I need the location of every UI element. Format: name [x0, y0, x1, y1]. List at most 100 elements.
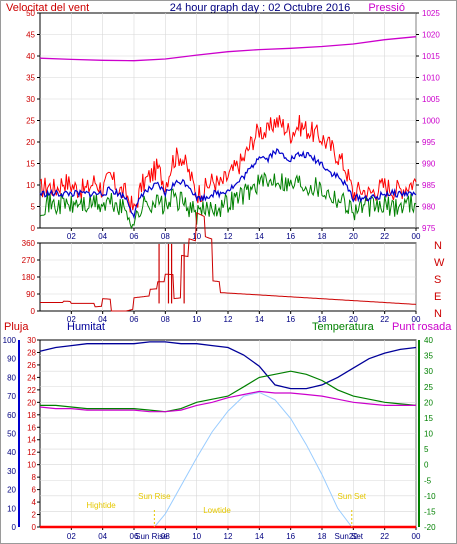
humidity-ytick-label: 90	[7, 355, 16, 364]
wind-ytick-label: 0	[31, 224, 36, 233]
pressure-ytick-label: 1020	[422, 31, 440, 40]
sunrise-annotation: Sun Rise	[138, 492, 171, 501]
pressure-ytick-label: 995	[422, 138, 436, 147]
wind-xtick-label: 18	[318, 232, 327, 241]
rain-ytick-label: 28	[27, 348, 36, 357]
wind-ytick-label: 25	[26, 117, 35, 126]
pressure-ytick-label: 1000	[422, 117, 440, 126]
rain-label: Pluja	[4, 321, 29, 333]
sun-elevation-curve	[154, 391, 353, 528]
pressure-ytick-label: 1010	[422, 74, 440, 83]
temperature-label: Temperatura	[312, 321, 375, 333]
rain-ytick-label: 30	[27, 336, 36, 345]
compass-label: N	[434, 240, 442, 252]
humidity-ytick-label: 40	[7, 448, 16, 457]
humidity-ytick-label: 60	[7, 411, 16, 420]
wind-ytick-label: 30	[26, 95, 35, 104]
temperature-ytick-label: -10	[424, 492, 436, 501]
climate-xtick-label: 14	[255, 532, 264, 541]
direction-xtick-label: 20	[349, 315, 358, 324]
climate-xtick-label: 16	[286, 532, 295, 541]
direction-xtick-label: 12	[224, 315, 233, 324]
temperature-ytick-label: 15	[424, 414, 433, 423]
wind-xtick-label: 00	[412, 232, 421, 241]
temperature-ytick-label: 20	[424, 398, 433, 407]
wind-xtick-label: 10	[192, 232, 201, 241]
sunrise-axis-label: Sun Rise	[135, 532, 168, 541]
wind-label: Velocitat del vent	[6, 2, 89, 14]
rain-ytick-label: 6	[32, 486, 37, 495]
sunset-annotation: Sun Set	[338, 492, 367, 501]
climate-xtick-label: 18	[318, 532, 327, 541]
direction-ytick-label: 360	[22, 239, 36, 248]
rain-ytick-label: 14	[27, 436, 36, 445]
rain-ytick-label: 0	[32, 523, 37, 532]
direction-xtick-label: 02	[67, 315, 76, 324]
chart-title: 24 hour graph day : 02 Octubre 2016	[170, 2, 350, 14]
pressure-line	[39, 36, 417, 62]
temperature-ytick-label: 35	[424, 352, 433, 361]
climate-xtick-label: 08	[161, 532, 170, 541]
rain-ytick-label: 12	[27, 448, 36, 457]
pressure-ytick-label: 975	[422, 224, 436, 233]
wind-ytick-label: 20	[26, 138, 35, 147]
wind-xtick-label: 02	[67, 232, 76, 241]
dew-label: Punt rosada	[392, 321, 452, 333]
wind-xtick-label: 08	[161, 232, 170, 241]
compass-label: E	[434, 291, 441, 303]
direction-ytick-label: 270	[22, 256, 36, 265]
humidity-label: Humitat	[67, 321, 105, 333]
humidity-ytick-label: 70	[7, 392, 16, 401]
climate-xtick-label: 04	[98, 532, 107, 541]
humidity-axis-bar	[18, 340, 20, 527]
rain-ytick-label: 18	[27, 411, 36, 420]
direction-trace	[40, 212, 417, 312]
temperature-ytick-label: -15	[424, 507, 436, 516]
temperature-ytick-label: 10	[424, 430, 433, 439]
pressure-ytick-label: 1025	[422, 9, 440, 18]
humidity-ytick-label: 20	[7, 486, 16, 495]
climate-xtick-label: 02	[67, 532, 76, 541]
rain-ytick-label: 20	[27, 398, 36, 407]
wind-ytick-label: 45	[26, 31, 35, 40]
wind-ytick-label: 5	[31, 203, 36, 212]
humidity-ytick-label: 50	[7, 430, 16, 439]
climate-xtick-label: 00	[412, 532, 421, 541]
temperature-ytick-label: -20	[424, 523, 436, 532]
direction-ytick-label: 0	[31, 307, 36, 316]
rain-ytick-label: 2	[32, 511, 37, 520]
lowtide-annotation: Lowtide	[203, 506, 231, 515]
wind-average-line	[39, 147, 417, 220]
sunset-axis-label: Sun Set	[335, 532, 364, 541]
wind-ytick-label: 35	[26, 74, 35, 83]
wind-xtick-label: 14	[255, 232, 264, 241]
wind-xtick-label: 12	[224, 232, 233, 241]
direction-xtick-label: 08	[161, 315, 170, 324]
rain-ytick-label: 16	[27, 423, 36, 432]
humidity-ytick-label: 100	[3, 336, 17, 345]
humidity-ytick-label: 30	[7, 467, 16, 476]
direction-xtick-label: 18	[318, 315, 327, 324]
direction-xtick-label: 00	[412, 315, 421, 324]
wind-ytick-label: 40	[26, 52, 35, 61]
temperature-ytick-label: 30	[424, 367, 433, 376]
wind-ytick-label: 15	[26, 160, 35, 169]
pressure-ytick-label: 980	[422, 203, 436, 212]
climate-xtick-label: 06	[130, 532, 139, 541]
direction-xtick-label: 06	[130, 315, 139, 324]
dew-point-line	[39, 390, 416, 413]
wind-low-line	[39, 171, 417, 230]
wind-ytick-label: 50	[26, 9, 35, 18]
rain-ytick-label: 4	[32, 498, 37, 507]
direction-xtick-label: 16	[286, 315, 295, 324]
pressure-ytick-label: 985	[422, 181, 436, 190]
hightide-annotation: Hightide	[86, 501, 116, 510]
pressure-label: Pressió	[368, 2, 405, 14]
direction-xtick-label: 04	[98, 315, 107, 324]
temperature-ytick-label: 40	[424, 336, 433, 345]
direction-ytick-label: 180	[22, 273, 36, 282]
pressure-ytick-label: 990	[422, 160, 436, 169]
temperature-ytick-label: 5	[424, 445, 429, 454]
humidity-ytick-label: 80	[7, 373, 16, 382]
